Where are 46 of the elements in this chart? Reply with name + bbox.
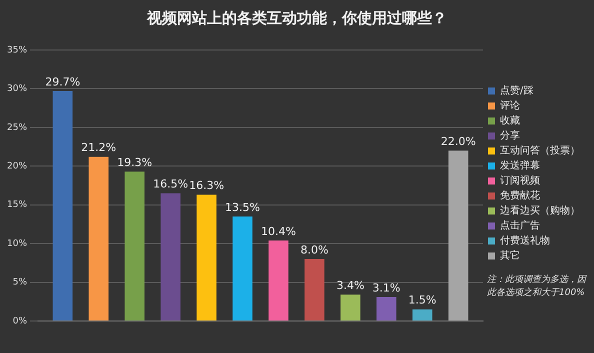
data-label: 1.5% bbox=[408, 294, 436, 307]
data-label: 10.4% bbox=[261, 224, 296, 238]
data-label: 29.7% bbox=[45, 75, 80, 88]
legend-label: 免费献花 bbox=[500, 190, 540, 202]
data-label: 8.0% bbox=[300, 243, 328, 256]
chart-title: 视频网站上的各类互动功能，你使用过哪些？ bbox=[146, 8, 447, 27]
legend-label: 付费送礼物 bbox=[500, 234, 550, 247]
bar bbox=[160, 193, 180, 320]
legend-label: 评论 bbox=[500, 100, 520, 112]
bar bbox=[376, 296, 396, 320]
y-tick-label: 0% bbox=[12, 316, 28, 326]
data-label: 16.3% bbox=[189, 179, 224, 192]
legend-label: 收藏 bbox=[500, 114, 520, 127]
y-tick-label: 30% bbox=[6, 84, 28, 94]
data-label: 16.5% bbox=[153, 178, 188, 191]
y-tick-label: 15% bbox=[6, 200, 28, 210]
bar bbox=[412, 309, 432, 320]
bar bbox=[88, 156, 109, 320]
data-label: 19.3% bbox=[117, 156, 152, 169]
bar bbox=[340, 294, 360, 320]
bar bbox=[268, 240, 288, 320]
legend-label: 点赞/踩 bbox=[500, 84, 534, 97]
legend-label: 点击广告 bbox=[500, 220, 540, 232]
bar bbox=[304, 259, 324, 320]
legend-label: 互动问答（投票） bbox=[500, 144, 580, 157]
bar bbox=[196, 194, 216, 320]
legend-label: 发送弹幕 bbox=[500, 160, 540, 172]
y-tick-label: 35% bbox=[6, 45, 28, 56]
bar bbox=[52, 91, 73, 320]
data-label: 13.5% bbox=[225, 200, 260, 214]
text: 注：此项调查为多选，因此各选项之和大于100% bbox=[487, 274, 587, 298]
data-label: 3.4% bbox=[336, 279, 364, 292]
y-tick-label: 5% bbox=[12, 278, 28, 288]
legend-label: 边看边买（购物） bbox=[500, 204, 580, 217]
data-label: 3.1% bbox=[372, 281, 400, 294]
bar bbox=[232, 216, 252, 320]
y-tick-label: 20% bbox=[6, 161, 28, 172]
y-tick-label: 25% bbox=[6, 122, 28, 133]
y-tick-label: 10% bbox=[6, 238, 28, 249]
bar bbox=[124, 172, 144, 320]
data-label: 22.0% bbox=[440, 135, 476, 148]
legend-label: 分享 bbox=[500, 130, 520, 142]
data-label: 21.2% bbox=[81, 141, 116, 154]
bar bbox=[448, 150, 468, 320]
legend-label: 订阅视频 bbox=[500, 174, 540, 187]
legend-label: 其它 bbox=[500, 250, 520, 262]
